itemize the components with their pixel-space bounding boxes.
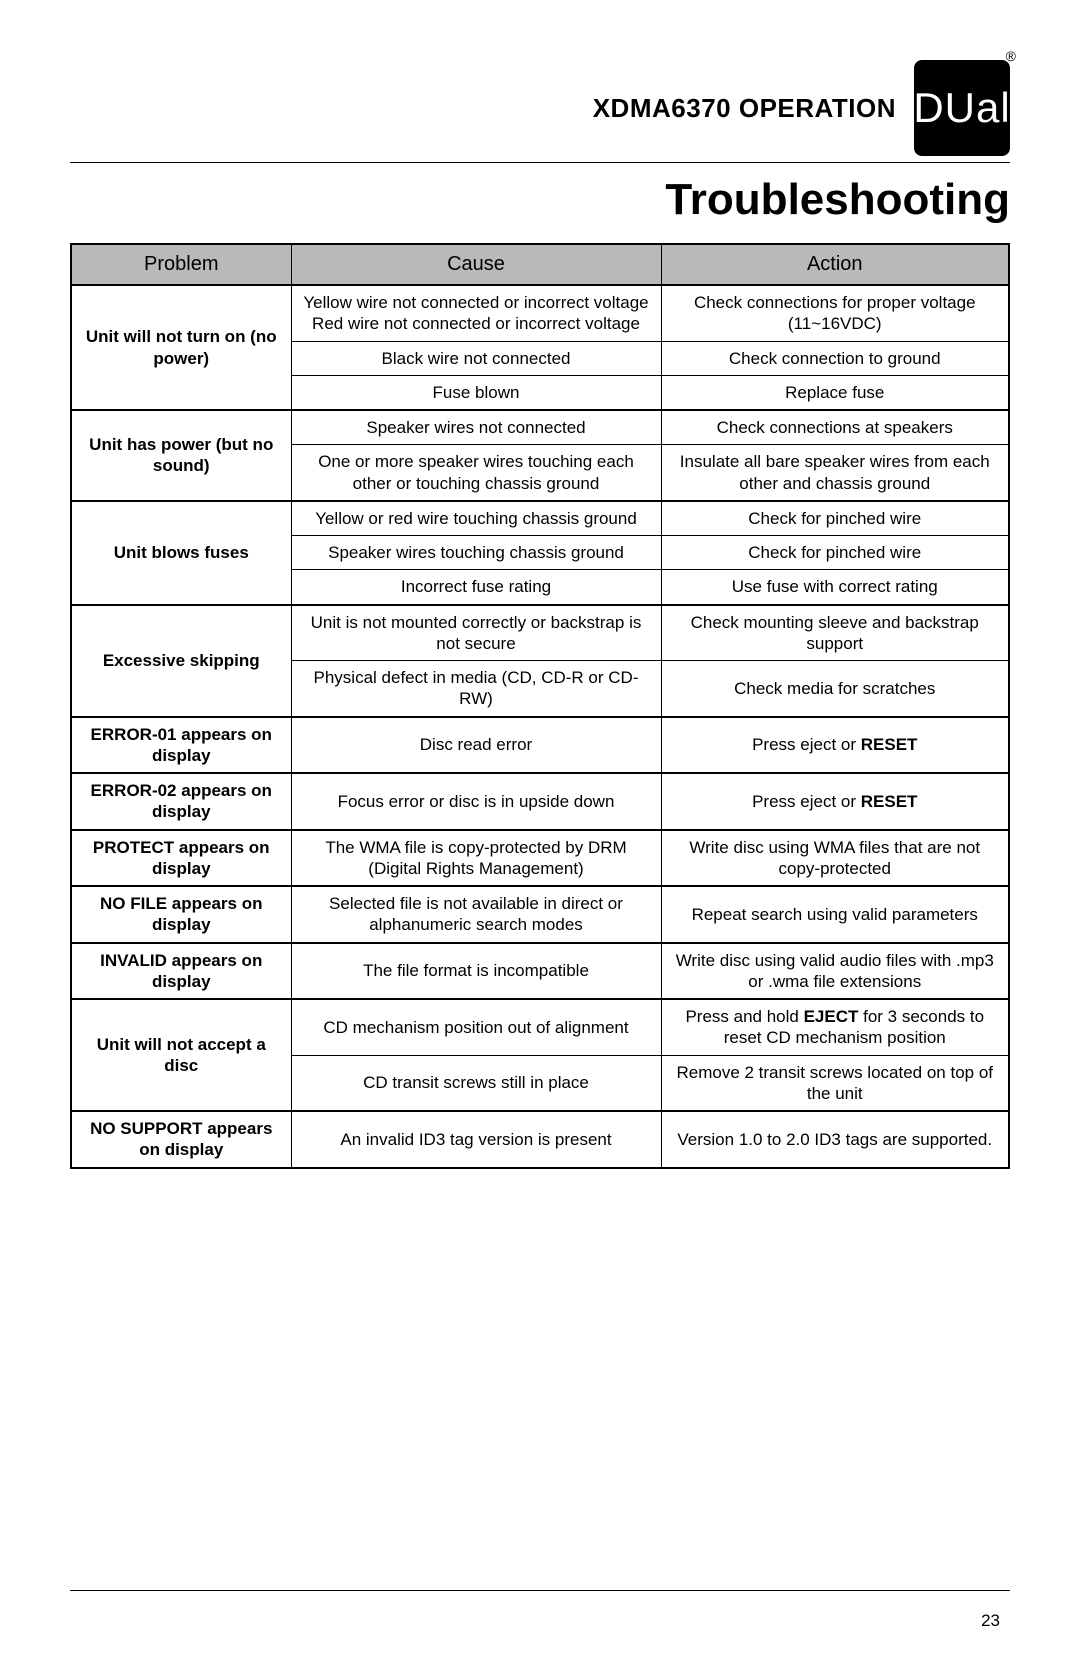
table-row: Unit will not accept a discCD mechanism …: [71, 999, 1009, 1055]
problem-cell: Excessive skipping: [71, 605, 291, 717]
col-cause: Cause: [291, 244, 661, 285]
cause-cell: The WMA file is copy-protected by DRM (D…: [291, 830, 661, 887]
cause-cell: Speaker wires touching chassis ground: [291, 536, 661, 570]
table-row: ERROR-01 appears on displayDisc read err…: [71, 717, 1009, 774]
cause-cell: The file format is incompatible: [291, 943, 661, 1000]
manual-page: XDMA6370 OPERATION ® DUal Troubleshootin…: [0, 0, 1080, 1669]
col-problem: Problem: [71, 244, 291, 285]
problem-cell: INVALID appears on display: [71, 943, 291, 1000]
table-row: INVALID appears on displayThe file forma…: [71, 943, 1009, 1000]
cause-cell: Focus error or disc is in upside down: [291, 773, 661, 830]
page-header: XDMA6370 OPERATION ® DUal: [70, 60, 1010, 156]
table-row: PROTECT appears on displayThe WMA file i…: [71, 830, 1009, 887]
action-cell: Write disc using valid audio files with …: [661, 943, 1009, 1000]
cause-cell: Physical defect in media (CD, CD-R or CD…: [291, 661, 661, 717]
action-cell: Check mounting sleeve and backstrap supp…: [661, 605, 1009, 661]
action-cell: Check connection to ground: [661, 341, 1009, 375]
table-row: Unit will not turn on (no power)Yellow w…: [71, 285, 1009, 341]
operation-label: OPERATION: [739, 93, 896, 123]
action-text: Press eject or: [752, 735, 861, 754]
troubleshooting-table: Problem Cause Action Unit will not turn …: [70, 243, 1010, 1169]
action-cell: Repeat search using valid parameters: [661, 886, 1009, 943]
logo-text: DUal: [913, 87, 1010, 129]
registered-mark: ®: [1006, 48, 1016, 64]
cause-cell: CD mechanism position out of alignment: [291, 999, 661, 1055]
cause-cell: CD transit screws still in place: [291, 1055, 661, 1111]
page-number: 23: [981, 1611, 1000, 1631]
action-cell: Remove 2 transit screws located on top o…: [661, 1055, 1009, 1111]
problem-cell: Unit blows fuses: [71, 501, 291, 605]
cause-cell: An invalid ID3 tag version is present: [291, 1111, 661, 1168]
footer-divider: [70, 1590, 1010, 1591]
action-bold: RESET: [861, 735, 918, 754]
table-header-row: Problem Cause Action: [71, 244, 1009, 285]
action-cell: Use fuse with correct rating: [661, 570, 1009, 605]
problem-cell: NO FILE appears on display: [71, 886, 291, 943]
table-row: Unit has power (but no sound)Speaker wir…: [71, 410, 1009, 445]
cause-cell: Disc read error: [291, 717, 661, 774]
cause-cell: Fuse blown: [291, 375, 661, 410]
header-text: XDMA6370 OPERATION: [593, 93, 896, 124]
problem-cell: ERROR-02 appears on display: [71, 773, 291, 830]
problem-cell: Unit will not accept a disc: [71, 999, 291, 1111]
action-cell: Check media for scratches: [661, 661, 1009, 717]
action-cell: Press and hold EJECT for 3 seconds to re…: [661, 999, 1009, 1055]
col-action: Action: [661, 244, 1009, 285]
problem-cell: Unit has power (but no sound): [71, 410, 291, 501]
problem-cell: NO SUPPORT appears on display: [71, 1111, 291, 1168]
cause-cell: One or more speaker wires touching each …: [291, 445, 661, 501]
problem-cell: PROTECT appears on display: [71, 830, 291, 887]
table-row: NO FILE appears on displaySelected file …: [71, 886, 1009, 943]
action-cell: Insulate all bare speaker wires from eac…: [661, 445, 1009, 501]
action-cell: Check for pinched wire: [661, 501, 1009, 536]
action-cell: Version 1.0 to 2.0 ID3 tags are supporte…: [661, 1111, 1009, 1168]
cause-cell: Black wire not connected: [291, 341, 661, 375]
action-cell: Check connections at speakers: [661, 410, 1009, 445]
action-cell: Replace fuse: [661, 375, 1009, 410]
action-cell: Check connections for proper voltage (11…: [661, 285, 1009, 341]
action-cell: Check for pinched wire: [661, 536, 1009, 570]
action-bold: RESET: [861, 792, 918, 811]
action-cell: Write disc using WMA files that are not …: [661, 830, 1009, 887]
action-cell: Press eject or RESET: [661, 717, 1009, 774]
cause-cell: Unit is not mounted correctly or backstr…: [291, 605, 661, 661]
problem-cell: Unit will not turn on (no power): [71, 285, 291, 410]
page-title: Troubleshooting: [70, 175, 1010, 225]
cause-cell: Selected file is not available in direct…: [291, 886, 661, 943]
cause-cell: Incorrect fuse rating: [291, 570, 661, 605]
table-row: ERROR-02 appears on displayFocus error o…: [71, 773, 1009, 830]
action-text: Press eject or: [752, 792, 861, 811]
cause-cell: Yellow or red wire touching chassis grou…: [291, 501, 661, 536]
action-cell: Press eject or RESET: [661, 773, 1009, 830]
table-row: Unit blows fusesYellow or red wire touch…: [71, 501, 1009, 536]
action-text: Press and hold: [685, 1007, 803, 1026]
model-number: XDMA6370: [593, 93, 731, 123]
problem-cell: ERROR-01 appears on display: [71, 717, 291, 774]
table-row: NO SUPPORT appears on displayAn invalid …: [71, 1111, 1009, 1168]
action-bold: EJECT: [804, 1007, 859, 1026]
cause-cell: Speaker wires not connected: [291, 410, 661, 445]
table-row: Excessive skippingUnit is not mounted co…: [71, 605, 1009, 661]
cause-cell: Yellow wire not connected or incorrect v…: [291, 285, 661, 341]
header-divider: [70, 162, 1010, 163]
dual-logo-icon: ® DUal: [914, 60, 1010, 156]
